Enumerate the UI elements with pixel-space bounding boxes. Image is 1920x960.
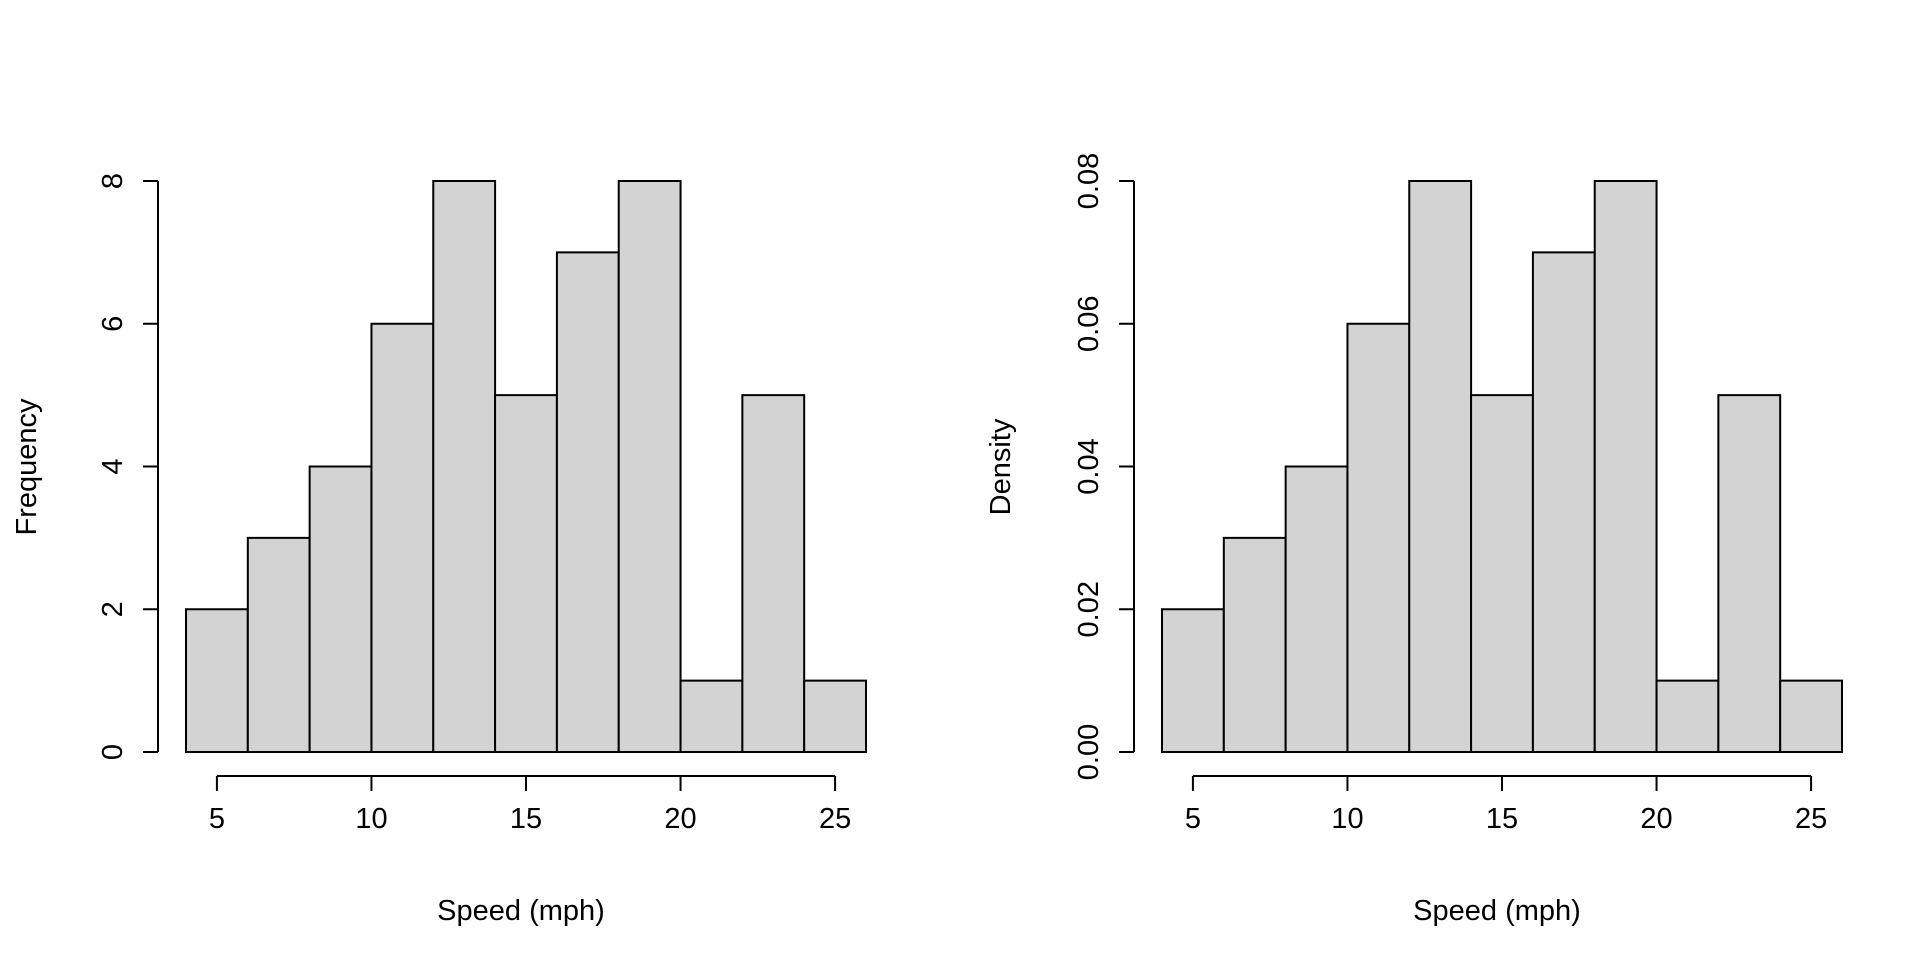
frequency-x-tick-label: 20 [664, 803, 696, 835]
density-x-axis: 5 10 15 20 25 [1185, 775, 1827, 835]
frequency-x-tick-label: 15 [510, 803, 542, 835]
density-bar [1531, 251, 1596, 753]
density-bar [1284, 465, 1349, 753]
density-bar [1717, 394, 1782, 753]
frequency-y-tick-label: 2 [97, 601, 129, 617]
density-bar [1222, 536, 1287, 753]
density-bars [1161, 180, 1843, 753]
frequency-bar [185, 608, 249, 753]
density-bar [1346, 322, 1411, 753]
density-y-tick-label: 0.04 [1073, 438, 1105, 494]
frequency-y-axis: 0 2 4 6 8 [97, 173, 159, 760]
frequency-bar [617, 180, 682, 753]
density-bar [1408, 180, 1473, 753]
frequency-histogram-panel: 5 10 15 20 25 0 2 4 6 8 Speed (mph) Frequency [11, 173, 868, 927]
density-x-tick-label: 15 [1486, 803, 1518, 835]
frequency-bar [246, 536, 311, 753]
frequency-x-tick-label: 10 [355, 803, 387, 835]
frequency-bar [803, 679, 868, 753]
frequency-x-axis-label: Speed (mph) [437, 895, 605, 927]
frequency-bars [185, 180, 868, 753]
frequency-bar [308, 465, 373, 753]
density-y-tick-label: 0.08 [1073, 153, 1105, 209]
frequency-bar [494, 394, 558, 753]
density-x-axis-label: Speed (mph) [1413, 895, 1581, 927]
frequency-x-tick-label: 5 [209, 803, 225, 835]
density-bar [1161, 608, 1225, 753]
frequency-bar [741, 394, 806, 753]
frequency-bar [679, 679, 744, 753]
density-x-tick-label: 5 [1185, 803, 1201, 835]
frequency-y-tick-label: 0 [97, 744, 129, 760]
frequency-y-tick-label: 6 [97, 316, 129, 332]
frequency-y-axis-label: Frequency [11, 398, 43, 536]
frequency-y-tick-label: 8 [97, 173, 129, 189]
density-y-tick-label: 0.02 [1073, 581, 1105, 637]
density-x-tick-label: 25 [1795, 803, 1827, 835]
density-bar [1470, 394, 1534, 753]
density-y-tick-label: 0.06 [1073, 296, 1105, 352]
density-x-tick-label: 20 [1640, 803, 1672, 835]
density-y-tick-label: 0.00 [1073, 724, 1105, 780]
frequency-bar [555, 251, 620, 753]
frequency-bar [432, 180, 497, 753]
density-bar [1593, 180, 1658, 753]
density-bar [1779, 679, 1843, 753]
density-x-tick-label: 10 [1331, 803, 1363, 835]
density-histogram-panel: 5 10 15 20 25 0.00 0.02 0.04 0.06 0.08 Speed (mp… [985, 153, 1843, 927]
density-y-axis: 0.00 0.02 0.04 0.06 0.08 [1073, 153, 1135, 780]
frequency-x-axis: 5 10 15 20 25 [209, 775, 851, 835]
density-y-axis-label: Density [985, 418, 1017, 515]
density-bar [1655, 679, 1720, 753]
frequency-bar [370, 322, 435, 753]
frequency-y-tick-label: 4 [97, 458, 129, 474]
frequency-x-tick-label: 25 [819, 803, 851, 835]
